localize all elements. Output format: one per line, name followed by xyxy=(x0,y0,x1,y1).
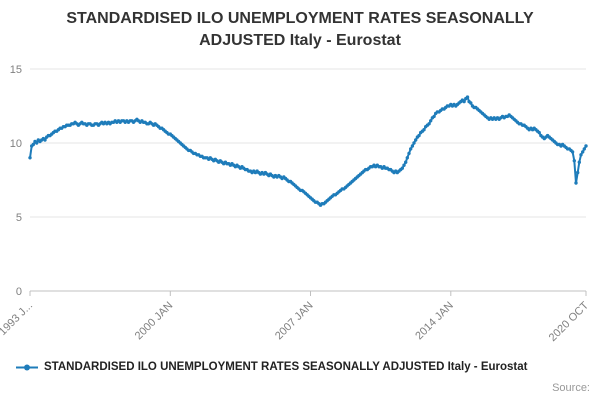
x-tick-label: 2007 JAN xyxy=(273,300,316,343)
x-ticks: 1993 J... 2000 JAN 2007 JAN 2014 JAN 2020 OC… xyxy=(0,291,591,344)
x-tick-label: 1993 J... xyxy=(0,300,35,338)
x-tick-label: 2014 JAN xyxy=(413,300,456,343)
y-tick-label: 10 xyxy=(10,138,22,150)
y-tick-label: 0 xyxy=(16,286,22,298)
chart-title: STANDARDISED ILO UNEMPLOYMENT RATES SEAS… xyxy=(66,10,534,49)
y-grid-and-ticks: 0 5 10 15 xyxy=(10,64,586,298)
legend-item[interactable]: STANDARDISED ILO UNEMPLOYMENT RATES SEAS… xyxy=(16,361,594,373)
data-point-markers[interactable] xyxy=(28,95,588,208)
y-tick-label: 15 xyxy=(10,64,22,76)
x-tick-label: 2020 OCT xyxy=(547,300,592,345)
x-tick-label: 2000 JAN xyxy=(133,300,176,343)
legend-label: STANDARDISED ILO UNEMPLOYMENT RATES SEAS… xyxy=(44,361,528,373)
line-chart-plot: 0 5 10 15 1993 J... 2000 JAN 2007 JAN 2014 JAN 2… xyxy=(0,64,591,344)
series-line[interactable] xyxy=(29,96,587,207)
source-label: Source: xyxy=(552,382,590,394)
y-tick-label: 5 xyxy=(16,212,22,224)
legend-line-marker-icon xyxy=(16,364,38,370)
